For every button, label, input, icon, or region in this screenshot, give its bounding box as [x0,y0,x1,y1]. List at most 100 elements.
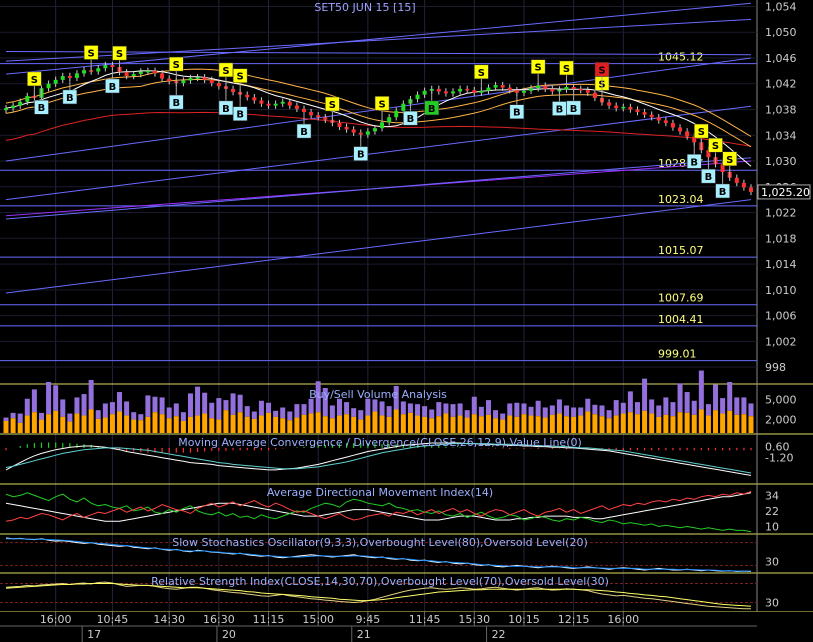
buy-signal-box [424,100,439,116]
volume-sell-bar [407,412,413,433]
volume-sell-bar [500,419,506,433]
price-tick-label: 1,010 [765,284,797,297]
volume-sell-bar [493,418,499,433]
volume-buy-bar [500,413,506,420]
volume-buy-bar [748,403,754,417]
buy-signal-box [105,78,120,94]
time-tick-label: 15:00 [302,613,334,626]
candle-body [741,182,746,188]
indicator-line [6,538,751,572]
volume-buy-bar [351,408,357,417]
volume-buy-bar [556,399,562,414]
volume-sell-bar [684,412,690,433]
volume-buy-bar [17,413,23,423]
volume-buy-bar [691,400,697,415]
volume-buy-bar [60,399,66,417]
candle-body [153,70,157,74]
candle-body [387,117,392,123]
volume-sell-bar [173,416,179,433]
time-tick-label: 15:30 [458,613,490,626]
volume-buy-bar [585,398,591,412]
sell-signal-label: S [598,65,605,76]
sell-signal-label: S [698,127,705,138]
indicator-tick-label: 22 [765,505,779,518]
buy-signal-box [715,183,730,199]
candle-body [124,72,129,76]
volume-buy-bar [195,386,201,416]
volume-sell-bar [131,419,137,433]
volume-sell-bar [159,414,165,433]
volume-sell-bar [280,418,286,433]
volume-buy-bar [102,403,108,418]
volume-sell-bar [3,420,9,433]
volume-buy-bar [521,403,527,415]
sell-signal-box [594,62,610,77]
volume-sell-bar [308,413,314,433]
volume-sell-bar [698,409,704,433]
volume-buy-bar [294,404,300,418]
buy-signal-label: B [690,157,698,168]
candle-body [734,177,739,183]
volume-sell-bar [31,412,37,433]
volume-sell-bar [748,416,754,433]
volume-sell-bar [663,414,669,433]
stochastics-panel[interactable]: Slow Stochastics Oscillator(9,3,3),Overb… [0,536,757,573]
volume-sell-bar [741,414,747,433]
candle-body [692,136,697,143]
indicator-line [5,491,752,522]
candle-body [60,76,65,80]
volume-buy-bar [379,401,385,416]
adx-panel[interactable]: Average Directional Movement Index(14) [5,486,752,533]
sell-signal-label: S [237,72,244,83]
buy-signal-label: B [172,98,180,109]
volume-buy-bar [535,400,541,417]
volume-sell-bar [585,411,591,433]
rsi-panel[interactable]: Relative Strength Index(CLOSE,14,30,70),… [0,575,757,610]
volume-buy-bar [159,397,165,415]
volume-buy-bar [634,402,640,415]
candle-body [46,83,51,89]
candle-body [280,101,285,104]
candle-body [749,187,753,192]
indicator-panel-title: Average Directional Movement Index(14) [267,486,493,499]
candle-body [493,85,498,88]
volume-sell-bar [450,416,456,433]
volume-buy-bar [429,409,435,419]
candle-body [110,65,115,67]
volume-buy-bar [202,392,208,414]
candle-body [628,106,633,110]
sell-signal-box [722,151,737,167]
date-tick-label: 21 [357,628,371,641]
volume-buy-bar [216,398,222,420]
price-tick-label: 1,034 [765,129,797,142]
indicator-tick-label: 34 [765,489,779,502]
volume-sell-bar [549,414,555,433]
macd-panel[interactable]: Moving Average Convergence / Divergence(… [5,436,752,476]
volume-panel[interactable]: Buy/Sell Volume Analysis [3,370,754,433]
candle-body [273,103,278,106]
price-panel[interactable]: 1045.121028.571023.041015.071007.691004.… [0,2,757,362]
indicator-panel-title: Relative Strength Index(CLOSE,14,30,70),… [151,575,609,588]
time-tick-label: 16:00 [40,613,72,626]
volume-buy-bar [606,410,612,419]
volume-buy-bar [372,399,378,412]
candle-body [231,88,236,93]
volume-sell-bar [620,413,626,433]
time-tick-label: 10:45 [97,613,129,626]
volume-sell-bar [386,416,392,433]
candle-body [536,85,541,89]
sell-signal-box [169,56,184,72]
buy-signal-box [686,154,702,169]
volume-buy-bar [24,398,30,416]
volume-buy-bar [436,402,442,417]
sell-signal-label: S [712,141,719,152]
indicator-panel-title: Slow Stochastics Oscillator(9,3,3),Overb… [172,536,588,549]
candle-body [685,131,690,137]
candle-body [145,70,150,73]
indicator-tick-label: 0.60 [765,441,790,454]
candle-body [507,87,512,91]
volume-sell-bar [145,416,151,433]
buy-signal-label: B [719,187,727,198]
volume-sell-bar [429,418,435,433]
